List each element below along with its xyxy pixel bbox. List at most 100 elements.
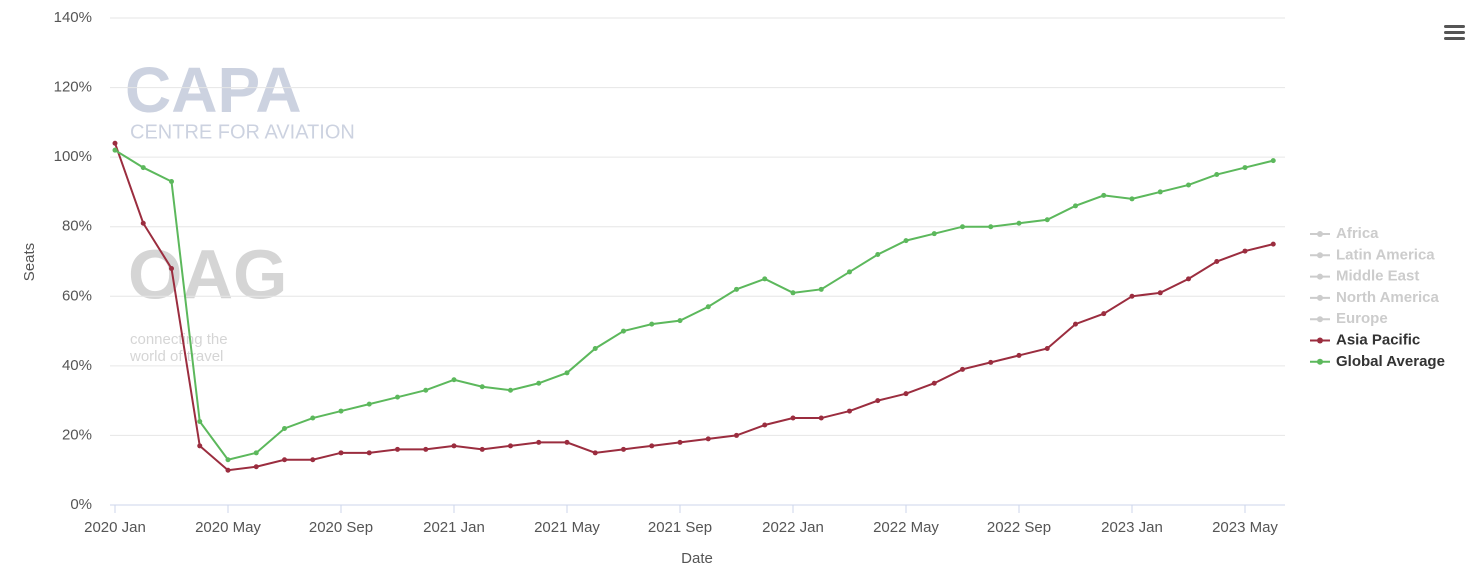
data-point [1129, 196, 1135, 202]
data-point [705, 436, 711, 442]
data-point [479, 446, 485, 452]
data-point [790, 415, 796, 421]
legend-marker [1317, 316, 1323, 323]
x-tick-label: 2022 Sep [987, 519, 1051, 536]
series-line [114, 142, 1274, 472]
data-point [1270, 158, 1276, 164]
legend-label: Latin America [1336, 246, 1435, 263]
legend-item[interactable]: Middle East [1310, 268, 1419, 285]
data-point [1157, 189, 1163, 195]
legend-item[interactable]: Global Average [1310, 353, 1445, 370]
data-point [621, 446, 626, 452]
data-point [592, 345, 598, 351]
y-tick-label: 80% [62, 218, 92, 235]
data-point [564, 370, 570, 376]
data-point [112, 140, 118, 146]
data-point [338, 408, 344, 414]
data-point [169, 265, 174, 271]
data-point [734, 286, 739, 292]
data-point [1101, 311, 1107, 317]
y-tick-label: 20% [62, 426, 92, 443]
legend-marker [1317, 273, 1323, 280]
data-point [395, 446, 400, 452]
data-point [310, 457, 316, 463]
legend-marker [1317, 252, 1323, 259]
data-point [931, 380, 937, 386]
data-point [140, 220, 146, 226]
data-point [253, 450, 259, 456]
menu-icon[interactable] [1444, 25, 1465, 40]
data-point [1016, 352, 1022, 358]
x-tick-label: 2020 Jan [84, 519, 146, 536]
y-tick-label: 140% [54, 9, 92, 26]
data-point [1186, 182, 1191, 188]
legend-marker [1317, 294, 1323, 301]
watermark-tagline2: connecting the [130, 331, 228, 348]
data-point [140, 165, 146, 171]
y-tick-label: 60% [62, 287, 92, 304]
data-point [225, 467, 231, 473]
y-tick-label: 0% [70, 496, 92, 513]
legend-label: Africa [1336, 225, 1379, 242]
data-point [903, 238, 909, 244]
data-point [818, 415, 824, 421]
data-point [536, 380, 542, 386]
data-point [1044, 345, 1050, 351]
x-tick-label: 2022 Jan [762, 519, 824, 536]
data-point [169, 178, 174, 184]
data-point [649, 443, 655, 449]
data-point [253, 464, 259, 470]
data-point [875, 398, 881, 404]
legend-label: North America [1336, 289, 1439, 306]
watermark-tagline2: world of travel [129, 348, 223, 365]
data-point [282, 425, 287, 431]
data-point [564, 439, 570, 445]
data-point [536, 439, 542, 445]
data-point [395, 394, 400, 400]
data-point [1129, 293, 1135, 299]
data-point [197, 419, 203, 425]
data-point [1214, 172, 1220, 178]
data-point [762, 276, 768, 282]
data-point [112, 147, 118, 153]
data-point [988, 359, 994, 365]
legend-marker [1317, 337, 1323, 344]
data-point [1242, 165, 1248, 171]
data-point [1242, 248, 1248, 254]
data-point [310, 415, 316, 421]
data-point [649, 321, 655, 327]
data-point [847, 408, 852, 414]
data-point [677, 318, 683, 324]
series-line [114, 149, 1274, 461]
legend-label: Middle East [1336, 268, 1419, 285]
legend-marker [1317, 358, 1323, 365]
data-point [1073, 321, 1078, 327]
legend-item[interactable]: Africa [1310, 225, 1379, 242]
legend-marker [1317, 231, 1323, 237]
data-point [592, 450, 598, 456]
data-point [1101, 192, 1107, 198]
legend-item[interactable]: Asia Pacific [1310, 331, 1420, 348]
legend-item[interactable]: Latin America [1310, 246, 1435, 263]
data-point [1016, 220, 1022, 226]
y-tick-label: 120% [54, 79, 92, 96]
watermark-brand: CAPA [125, 54, 302, 126]
y-axis-label: Seats [21, 243, 38, 281]
x-tick-label: 2023 Jan [1101, 519, 1163, 536]
x-tick-label: 2022 May [873, 519, 939, 536]
data-point [621, 328, 626, 334]
watermark-brand2: OAG [128, 235, 287, 313]
data-point [988, 224, 994, 230]
x-tick-label: 2023 May [1212, 519, 1278, 536]
data-point [197, 443, 203, 449]
data-point [423, 446, 429, 452]
data-point [479, 384, 485, 390]
data-point [1044, 217, 1050, 223]
data-point [677, 439, 683, 445]
legend-label: Asia Pacific [1336, 331, 1420, 348]
legend-item[interactable]: North America [1310, 289, 1439, 306]
legend-item[interactable]: Europe [1310, 310, 1388, 327]
data-point [960, 224, 965, 230]
data-point [762, 422, 768, 428]
data-point [847, 269, 852, 275]
